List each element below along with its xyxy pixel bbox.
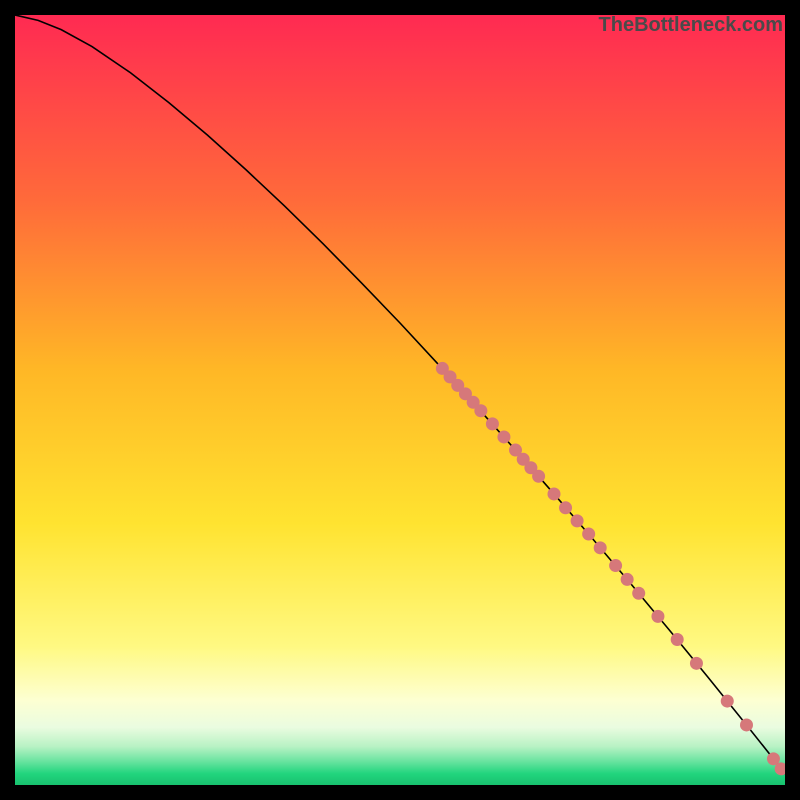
data-marker: [740, 718, 753, 731]
plot-area: TheBottleneck.com: [15, 15, 785, 785]
watermark-text: TheBottleneck.com: [599, 14, 783, 37]
data-marker: [594, 541, 607, 554]
data-marker: [532, 470, 545, 483]
data-marker: [582, 527, 595, 540]
chart-frame: TheBottleneck.com: [0, 0, 800, 800]
chart-svg: [15, 15, 785, 785]
data-marker: [609, 559, 622, 572]
data-marker: [497, 430, 510, 443]
data-marker: [651, 610, 664, 623]
data-marker: [571, 514, 584, 527]
data-marker: [690, 657, 703, 670]
data-marker: [474, 404, 487, 417]
data-marker: [621, 573, 634, 586]
data-marker: [548, 487, 561, 500]
data-marker: [671, 633, 684, 646]
data-marker: [721, 695, 734, 708]
data-marker: [486, 417, 499, 430]
data-marker: [632, 587, 645, 600]
trend-curve: [15, 15, 785, 773]
data-marker: [559, 501, 572, 514]
